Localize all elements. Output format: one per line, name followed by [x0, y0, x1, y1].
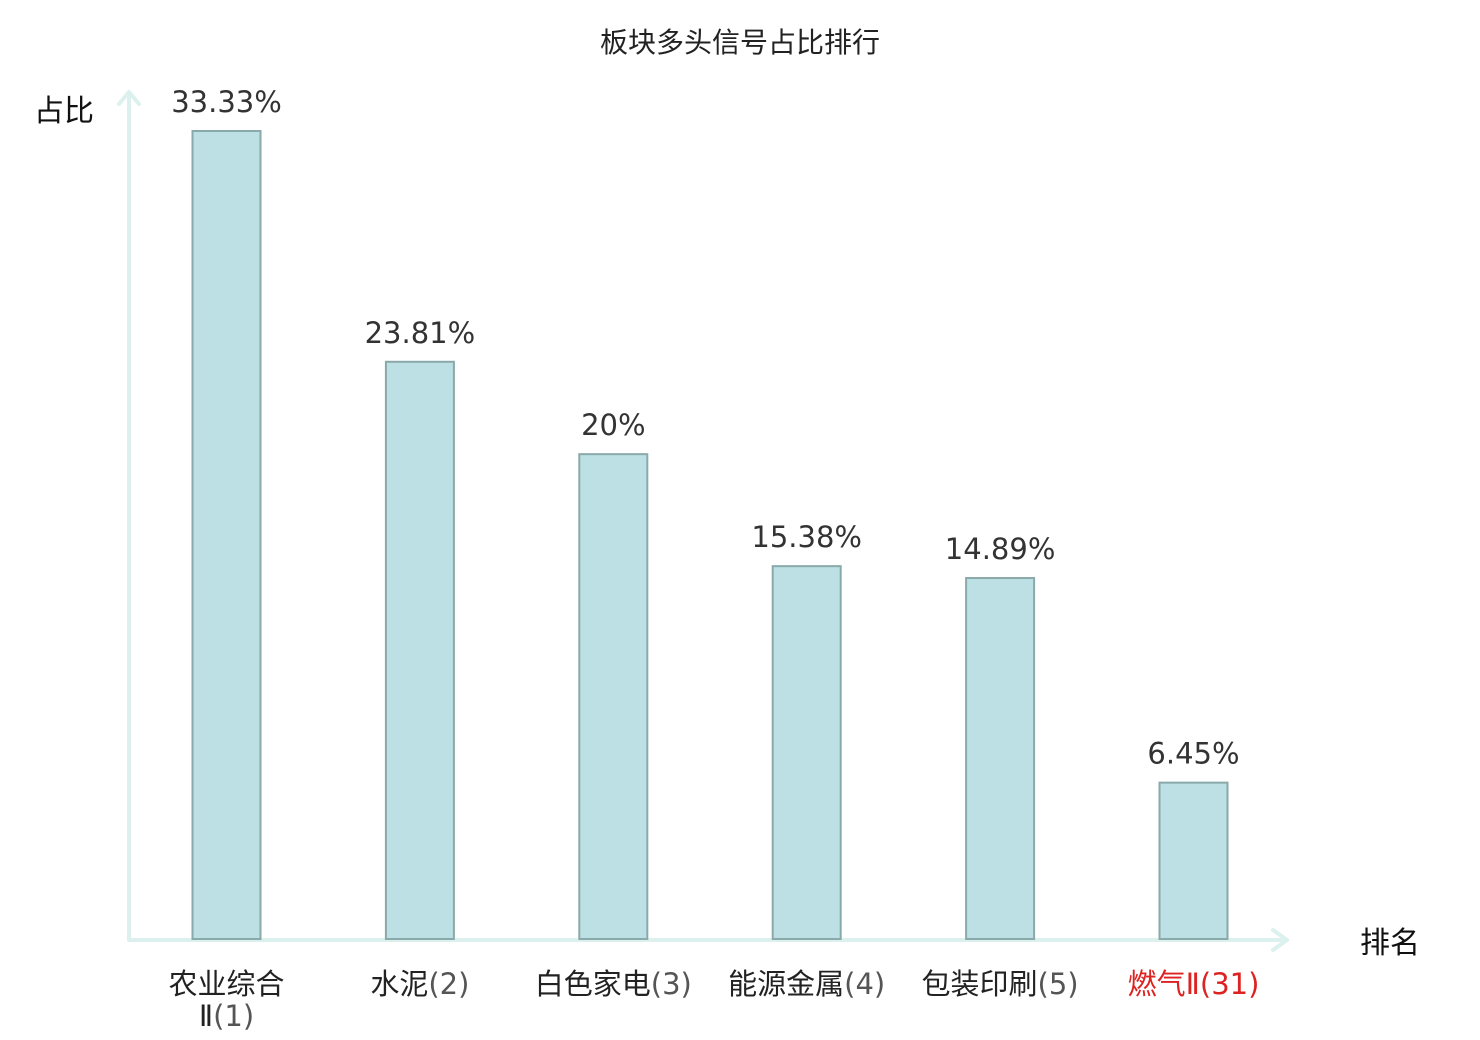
category-rank: (3) — [651, 967, 692, 1001]
value-labels-group: 33.33% 23.81% 20% 15.38% 14.89% 6.45% — [171, 85, 1239, 771]
bars-group — [191, 130, 1229, 940]
category-label: 包装印刷(5) — [922, 967, 1079, 1001]
category-label: 白色家电(3) — [535, 967, 692, 1001]
category-label-text: 水泥(2) — [370, 967, 469, 1001]
y-axis-arrow-icon — [117, 90, 141, 106]
x-axis — [127, 928, 1289, 952]
x-axis-label: 排名 — [1360, 926, 1420, 961]
category-name-line1: 农业综合 — [168, 967, 284, 1001]
bar-value-label: 23.81% — [365, 316, 476, 350]
bar-value-label: 14.89% — [945, 532, 1056, 566]
bar — [771, 565, 842, 940]
category-label: 燃气Ⅱ(31) — [1128, 967, 1260, 1001]
bar — [1158, 781, 1229, 940]
y-axis — [117, 90, 141, 942]
category-name: 水泥 — [370, 967, 428, 1001]
category-name: 包装印刷 — [922, 967, 1038, 1001]
category-name-line2: Ⅱ(1) — [199, 999, 254, 1033]
y-axis-label: 占比 — [34, 94, 94, 129]
category-rank: (2) — [428, 967, 469, 1001]
category-rank: (5) — [1038, 967, 1079, 1001]
chart-title: 板块多头信号占比排行 — [600, 26, 880, 59]
bar — [578, 453, 649, 940]
category-label-text: 白色家电(3) — [535, 967, 692, 1001]
x-axis-arrow-icon — [1271, 928, 1289, 952]
bar-value-label: 6.45% — [1147, 737, 1239, 771]
category-name-suffix: Ⅱ — [199, 999, 213, 1033]
bar-value-label: 33.33% — [171, 85, 282, 119]
category-label-text: 燃气Ⅱ(31) — [1128, 967, 1260, 1001]
bar — [384, 360, 455, 940]
category-label: 水泥(2) — [370, 967, 469, 1001]
category-rank: (31) — [1200, 967, 1260, 1001]
category-label-text: 能源金属(4) — [728, 967, 885, 1001]
category-name: 能源金属 — [728, 967, 844, 1001]
bar — [965, 577, 1036, 940]
category-name: 白色家电 — [535, 967, 651, 1001]
bar-value-label: 20% — [581, 408, 645, 442]
category-label-text: 包装印刷(5) — [922, 967, 1079, 1001]
category-label: 能源金属(4) — [728, 967, 885, 1001]
category-rank: (4) — [844, 967, 885, 1001]
bar — [191, 130, 262, 940]
category-name: 燃气Ⅱ — [1128, 967, 1200, 1001]
category-rank: (1) — [213, 999, 254, 1033]
bar-value-label: 15.38% — [751, 520, 862, 554]
